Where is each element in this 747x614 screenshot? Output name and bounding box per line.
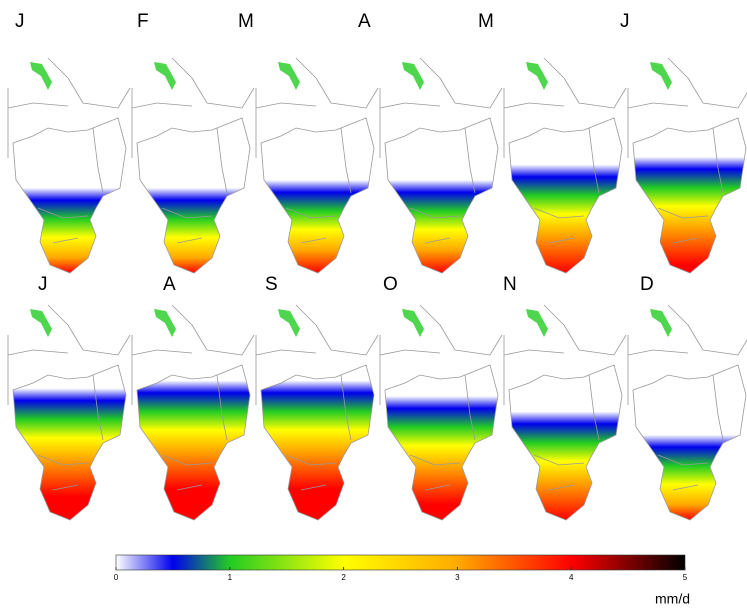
month-label: D	[640, 274, 654, 295]
country-borders	[131, 304, 255, 491]
rain-field	[13, 365, 126, 520]
map-panel	[131, 304, 255, 521]
map-panel	[379, 57, 503, 274]
month-label: S	[265, 274, 278, 295]
rain-field	[385, 365, 498, 520]
rain-field	[385, 118, 498, 273]
coast	[136, 117, 251, 274]
coast	[632, 117, 747, 274]
rain-field	[509, 365, 622, 520]
map-panel	[627, 57, 747, 274]
rain-field	[137, 118, 250, 273]
nile-strip	[526, 62, 548, 90]
map-panel	[255, 304, 379, 521]
month-label: J	[38, 274, 48, 295]
country-borders	[379, 57, 503, 244]
colorbar-tick-label: 3	[455, 573, 460, 582]
colorbar-unit: mm/d	[655, 591, 690, 607]
coast	[12, 117, 127, 274]
rain-field	[137, 365, 250, 520]
nile-strip	[278, 62, 300, 90]
month-label: O	[383, 274, 398, 295]
country-borders	[131, 57, 255, 244]
country-borders	[379, 304, 503, 491]
country-borders	[255, 57, 379, 244]
rain-field	[261, 365, 374, 520]
colorbar-tick-label: 2	[341, 573, 346, 582]
month-label: J	[15, 11, 25, 32]
month-label: M	[238, 11, 254, 32]
coast	[632, 364, 747, 521]
nile-strip	[278, 309, 300, 337]
nile-strip	[30, 309, 52, 337]
map-panel	[503, 304, 627, 521]
month-label: F	[137, 11, 149, 32]
month-label: A	[358, 11, 371, 32]
nile-strip	[650, 62, 672, 90]
country-borders	[627, 304, 747, 491]
country-borders	[503, 304, 627, 491]
colorbar-tick-label: 0	[114, 573, 119, 582]
map-panel	[379, 304, 503, 521]
country-borders	[255, 304, 379, 491]
map-panel	[7, 57, 131, 274]
coast	[260, 364, 375, 521]
coast	[12, 364, 127, 521]
nile-strip	[30, 62, 52, 90]
map-panel	[255, 57, 379, 274]
month-label: A	[163, 274, 176, 295]
map-panel	[7, 304, 131, 521]
rain-field	[509, 118, 622, 273]
rain-field	[633, 365, 746, 520]
colorbar-tick-label: 1	[228, 573, 233, 582]
country-borders	[7, 57, 131, 244]
nile-strip	[154, 309, 176, 337]
map-panel	[503, 57, 627, 274]
coast	[508, 117, 623, 274]
month-label: N	[503, 274, 517, 295]
coast	[136, 364, 251, 521]
colorbar	[115, 554, 686, 571]
colorbar-tick-label: 4	[569, 573, 574, 582]
map-panel	[131, 57, 255, 274]
month-label: M	[478, 11, 494, 32]
coast	[384, 117, 499, 274]
country-borders	[7, 304, 131, 491]
country-borders	[627, 57, 747, 244]
nile-strip	[526, 309, 548, 337]
nile-strip	[650, 309, 672, 337]
nile-strip	[402, 62, 424, 90]
coast	[384, 364, 499, 521]
nile-strip	[402, 309, 424, 337]
country-borders	[503, 57, 627, 244]
coast	[260, 117, 375, 274]
rain-field	[261, 118, 374, 273]
rain-field	[13, 118, 126, 273]
nile-strip	[154, 62, 176, 90]
map-panel	[627, 304, 747, 521]
colorbar-tick-label: 5	[683, 573, 688, 582]
month-label: J	[620, 11, 630, 32]
coast	[508, 364, 623, 521]
rain-field	[633, 118, 746, 273]
